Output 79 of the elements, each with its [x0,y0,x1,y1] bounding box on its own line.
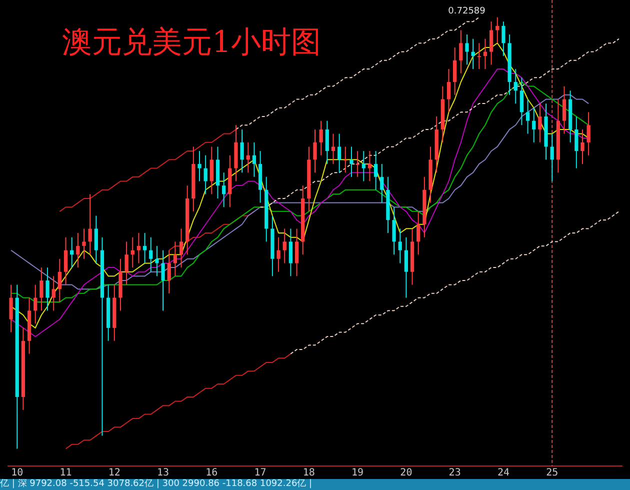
candlestick [325,120,329,164]
candlestick [344,146,348,174]
chart-title: 澳元兑美元1小时图 [62,24,322,62]
x-tick-label: 23 [448,468,461,479]
candlestick [562,86,566,134]
candlestick [34,284,38,324]
candlestick [398,228,402,264]
candlestick [392,206,396,256]
candlestick [574,116,578,169]
x-tick-label: 16 [206,468,218,479]
candlestick [40,267,44,312]
candlestick [204,154,208,195]
candlestick [404,236,408,298]
candlestick [179,228,184,268]
candlestick [52,276,56,312]
candlestick [240,128,244,174]
candlestick [538,103,542,143]
candlestick [356,150,360,178]
candlestick [471,38,475,70]
candlestick [294,228,299,277]
candlestick [416,210,420,256]
x-tick-label: 19 [352,468,364,479]
candlestick [586,112,590,156]
candlestick [142,232,147,264]
candlestick [198,150,202,182]
candlestick [550,133,554,182]
x-tick-label: 25 [546,468,558,479]
candlestick [446,68,451,113]
candlestick [252,142,256,178]
candlestick [288,228,293,277]
candlestick [173,241,177,277]
candlestick [319,120,323,156]
candlestick [368,150,372,182]
candlestick [94,215,98,264]
x-tick-label: 17 [254,468,266,479]
candlestick [76,232,80,268]
candlestick [136,232,141,264]
candlestick [282,228,286,264]
candlestick [149,236,153,272]
candlestick [9,284,13,333]
candlestick [46,267,50,312]
text: 0.72589 [448,6,486,17]
candlestick [532,107,536,143]
candlestick [58,258,62,303]
candlestick [222,172,226,208]
candlestick [453,46,457,96]
candlestick [514,68,518,104]
candlestick [526,98,530,134]
candlestick [82,228,86,260]
candlestick [313,128,317,174]
candlestick [459,30,463,74]
x-tick-label: 24 [497,468,510,479]
text: 亿 | 深 9792.08 -515.54 3078.62亿 | 300 2990.86 -118.68 1092.26亿 | [0,479,630,490]
candlestick [161,250,165,312]
x-tick-label: 10 [11,468,24,479]
candlestick [124,241,128,286]
candlestick [374,150,378,190]
candlestick [477,42,481,70]
candlestick [276,236,280,272]
candlestick [580,128,584,164]
candlestick [331,133,336,164]
x-tick-label: 13 [156,468,170,479]
candlestick [64,236,68,286]
candlestick [380,163,384,204]
x-tick-label: 12 [108,468,120,479]
candlestick [167,250,171,294]
candlestick [362,150,366,182]
x-tick-label: 18 [302,468,315,479]
candlestick [155,245,159,277]
candlestick [520,77,524,126]
x-tick-label: 11 [60,468,72,479]
candlestick [502,21,506,57]
candlestick [350,146,354,178]
candlestick [337,133,342,174]
candlestick [465,34,469,66]
candlestick [88,194,92,256]
candlestick [489,21,494,66]
candlestick [210,146,214,195]
x-tick-label: 20 [400,468,412,479]
